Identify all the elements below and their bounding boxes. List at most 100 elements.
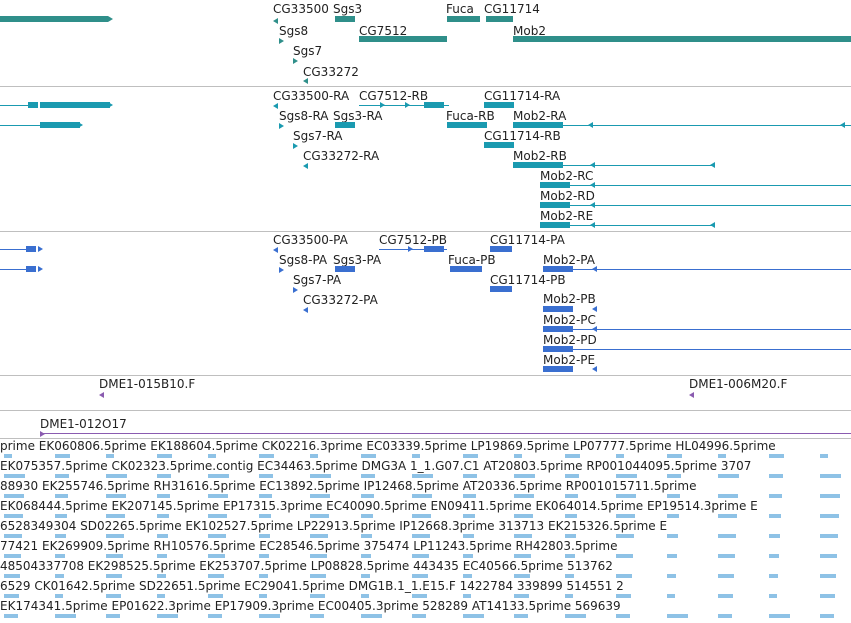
est-row-label[interactable]: prime EK060806.5prime EK188604.5prime CK…: [0, 439, 776, 453]
est-marker[interactable]: [106, 614, 120, 618]
est-marker[interactable]: [4, 574, 20, 578]
protein-label[interactable]: CG11714-PB: [490, 273, 566, 287]
est-marker[interactable]: [361, 554, 371, 558]
cds-block[interactable]: [26, 246, 36, 252]
est-marker[interactable]: [55, 454, 70, 458]
est-marker[interactable]: [463, 474, 477, 478]
protein-label[interactable]: Sgs3-PA: [333, 253, 382, 267]
cds-block[interactable]: [543, 266, 573, 272]
cds-block[interactable]: [543, 346, 573, 352]
est-marker[interactable]: [412, 494, 432, 498]
est-marker[interactable]: [208, 494, 228, 498]
est-marker[interactable]: [106, 554, 123, 558]
est-marker[interactable]: [463, 574, 472, 578]
gene-bar[interactable]: [513, 36, 851, 42]
bac-label[interactable]: DME1-012O17: [40, 417, 127, 431]
est-marker[interactable]: [106, 534, 124, 538]
gene-label-cg33272[interactable]: CG33272: [303, 65, 359, 79]
est-marker[interactable]: [412, 534, 430, 538]
est-marker[interactable]: [718, 474, 739, 478]
est-marker[interactable]: [106, 474, 127, 478]
est-marker[interactable]: [616, 614, 630, 618]
protein-label[interactable]: Sgs7-PA: [293, 273, 342, 287]
est-marker[interactable]: [259, 454, 274, 458]
est-marker[interactable]: [820, 574, 836, 578]
est-marker[interactable]: [157, 454, 172, 458]
est-row-label[interactable]: 88930 EK255746.5prime RH31616.5prime EC1…: [0, 479, 697, 493]
est-row-label[interactable]: EK174341.5prime EP01622.3prime EP17909.3…: [0, 599, 621, 613]
est-marker[interactable]: [157, 474, 171, 478]
est-row-label[interactable]: 6528349304 SD02265.5prime EK102527.5prim…: [0, 519, 668, 533]
cds-block[interactable]: [424, 246, 444, 252]
est-marker[interactable]: [616, 454, 624, 458]
est-marker[interactable]: [55, 614, 76, 618]
est-marker[interactable]: [667, 514, 679, 518]
transcript-label[interactable]: Fuca-RB: [446, 109, 495, 123]
protein-label[interactable]: Sgs8-PA: [279, 253, 328, 267]
est-marker[interactable]: [667, 474, 681, 478]
est-marker[interactable]: [514, 594, 529, 598]
est-marker[interactable]: [4, 554, 21, 558]
est-marker[interactable]: [718, 534, 736, 538]
est-marker[interactable]: [310, 514, 329, 518]
gene-label-cg11714[interactable]: CG11714: [484, 2, 540, 16]
est-marker[interactable]: [310, 474, 331, 478]
gene-bar[interactable]: [335, 16, 355, 22]
est-marker[interactable]: [514, 554, 531, 558]
est-marker[interactable]: [616, 594, 631, 598]
est-marker[interactable]: [361, 514, 373, 518]
est-marker[interactable]: [208, 554, 225, 558]
est-marker[interactable]: [820, 534, 838, 538]
gene-label-sgs7[interactable]: Sgs7: [293, 44, 323, 58]
est-marker[interactable]: [208, 514, 227, 518]
est-marker[interactable]: [310, 554, 327, 558]
transcript-label[interactable]: Sgs8-RA: [279, 109, 329, 123]
est-marker[interactable]: [769, 534, 780, 538]
est-marker[interactable]: [412, 514, 431, 518]
transcript-label[interactable]: CG33272-RA: [303, 149, 380, 163]
cds-block[interactable]: [335, 266, 355, 272]
est-marker[interactable]: [565, 514, 577, 518]
est-marker[interactable]: [157, 514, 169, 518]
protein-label[interactable]: Mob2-PD: [543, 333, 597, 347]
bac-label[interactable]: DME1-006M20.F: [689, 377, 788, 391]
est-marker[interactable]: [718, 614, 732, 618]
protein-label[interactable]: Mob2-PA: [543, 253, 595, 267]
est-marker[interactable]: [667, 534, 678, 538]
est-marker[interactable]: [55, 534, 66, 538]
gene-bar[interactable]: [359, 36, 447, 42]
est-marker[interactable]: [616, 514, 635, 518]
bac-label[interactable]: DME1-015B10.F: [99, 377, 196, 391]
protein-label[interactable]: CG7512-PB: [379, 233, 448, 247]
est-marker[interactable]: [157, 554, 167, 558]
est-marker[interactable]: [4, 614, 18, 618]
est-marker[interactable]: [616, 534, 634, 538]
exon-block[interactable]: [40, 122, 80, 128]
protein-label[interactable]: CG33500-PA: [273, 233, 348, 247]
est-marker[interactable]: [412, 574, 428, 578]
est-marker[interactable]: [718, 514, 737, 518]
est-marker[interactable]: [616, 574, 632, 578]
est-row-label[interactable]: 48504337708 EK298525.5prime EK253707.5pr…: [0, 559, 613, 573]
est-marker[interactable]: [616, 554, 633, 558]
transcript-label[interactable]: Mob2-RD: [540, 189, 595, 203]
est-marker[interactable]: [259, 534, 270, 538]
est-marker[interactable]: [361, 474, 375, 478]
est-marker[interactable]: [361, 574, 370, 578]
est-marker[interactable]: [157, 534, 168, 538]
gene-label-mob2[interactable]: Mob2: [513, 24, 546, 38]
est-marker[interactable]: [208, 594, 223, 598]
transcript-label[interactable]: Mob2-RA: [513, 109, 567, 123]
est-marker[interactable]: [565, 494, 578, 498]
est-marker[interactable]: [4, 514, 23, 518]
est-marker[interactable]: [769, 474, 783, 478]
exon-block[interactable]: [40, 102, 110, 108]
est-marker[interactable]: [514, 494, 534, 498]
gene-bar[interactable]: [447, 16, 480, 22]
est-marker[interactable]: [361, 454, 376, 458]
est-marker[interactable]: [565, 614, 586, 618]
est-marker[interactable]: [667, 494, 680, 498]
est-marker[interactable]: [616, 494, 636, 498]
cds-block[interactable]: [543, 366, 573, 372]
est-marker[interactable]: [208, 534, 226, 538]
